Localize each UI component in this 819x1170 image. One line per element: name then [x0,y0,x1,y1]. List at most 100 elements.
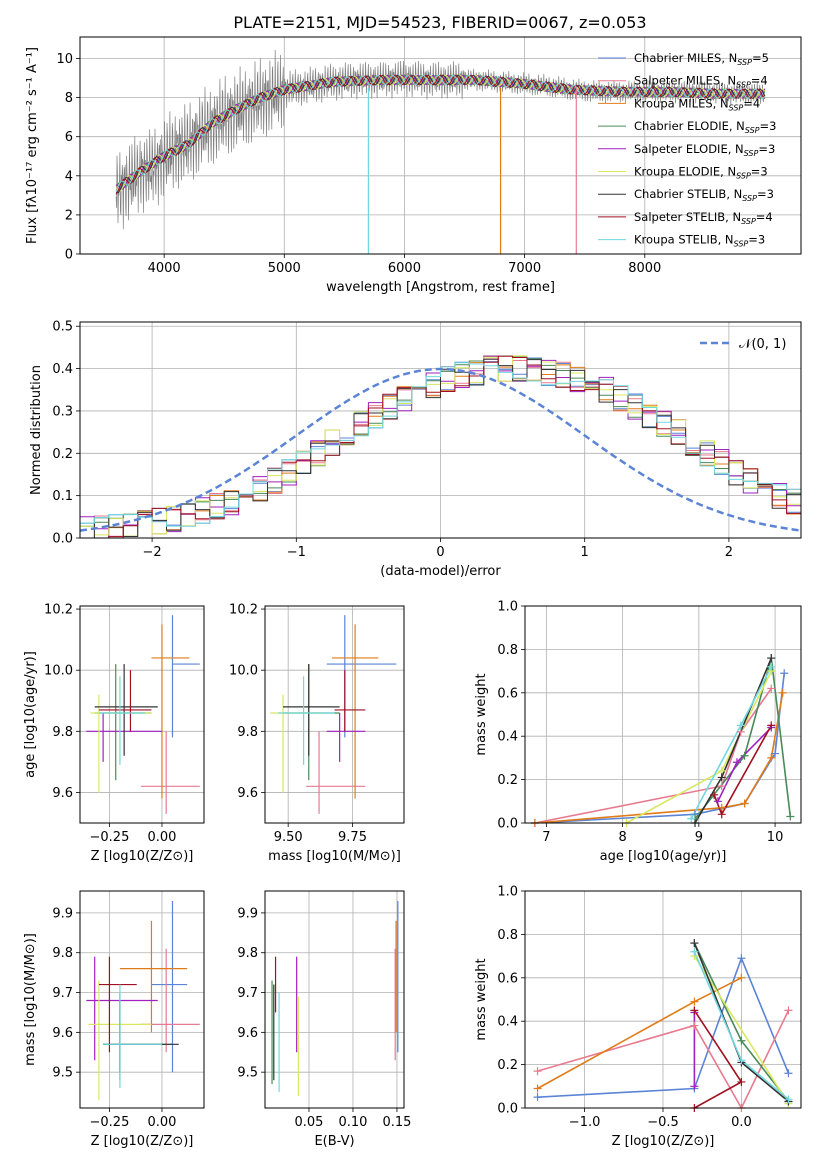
age_vs_Z-ytick-label: 10.2 [44,603,73,618]
weight_vs_age-marker [717,773,726,782]
spectrum-legend-label-7: Salpeter STELIB, NSSP=4 [634,210,773,226]
weight_vs_Z-marker [737,1056,746,1065]
weight_vs_age-ylabel: mass weight [474,673,489,755]
weight_vs_Z-frame [524,890,802,1109]
weight_vs_Z-series-5 [693,955,790,1105]
spectrum-xlabel: wavelength [Angstrom, rest frame] [326,280,555,295]
spectrum-legend-label-5: Kroupa ELODIE, NSSP=3 [634,165,768,181]
residual-hist-1 [80,358,801,538]
residual-hist-2 [80,356,801,538]
weight_vs_age-marker [786,812,795,821]
weight_vs_age-marker [732,758,741,767]
weight_vs_age-marker [778,688,787,697]
residual_hist-xtick-label: 1 [581,545,589,560]
weight_vs_Z-marker [533,1093,542,1102]
spectrum-legend-label-8: Kroupa STELIB, NSSP=3 [634,233,765,249]
spectrum-frame [79,36,802,255]
weight_vs_age-ytick-label: 1.0 [497,600,518,615]
model-spectrum-8 [115,74,766,192]
weight_vs_age-xtick-label: 7 [542,830,550,845]
weight_vs_Z-marker [784,1095,793,1104]
mass_vs_ebv-frame [264,890,405,1109]
age_vs_mass-plot-area [270,615,397,814]
weight_vs_age-marker [767,721,776,730]
spectrum-legend-label-2: Kroupa MILES, NSSP=4 [634,96,760,112]
weight_vs_Z-marker [690,1082,699,1091]
mass_vs_ebv-ytick-label: 9.5 [237,1066,258,1081]
residual-hist-8 [80,362,801,527]
spectrum-legend-label-0: Chabrier MILES, NSSP=5 [634,51,769,67]
weight_vs_Z-ytick-label: 0.4 [497,1015,518,1030]
spectrum-ytick-label: 0 [65,248,73,263]
mass_vs_ebv-xlabel: E(B-V) [314,1134,354,1149]
mass_vs_Z-ytick-label: 9.6 [52,1026,73,1041]
weight_vs_age-ytick-label: 0.0 [497,817,518,832]
spectrum-xtick-label: 4000 [148,261,181,276]
mass_vs_ebv-plot-area [271,900,399,1097]
weight_vs_age-marker [767,654,776,663]
weight_vs_age-xtick-label: 9 [695,830,703,845]
figure-title: PLATE=2151, MJD=54523, FIBERID=0067, z=0… [233,13,646,32]
mass_vs_Z-ytick-label: 9.7 [52,986,73,1001]
age_vs_mass-ytick-label: 9.8 [237,725,258,740]
residual-hist-5 [80,355,801,537]
weight_vs_age-marker [713,797,722,806]
weight_vs_Z-marker [690,947,699,956]
weight_vs_age-marker [767,684,776,693]
spectrum-xtick-label: 8000 [628,261,661,276]
spectrum-legend-label-1: Salpeter MILES, NSSP=4 [634,74,768,90]
model-spectrum-7 [115,74,766,195]
weight_vs_Z-xtick-label: 0.0 [731,1115,752,1130]
weight_vs_age-ytick-label: 0.6 [497,686,518,701]
weight_vs_age-ytick-label: 0.2 [497,773,518,788]
weight_vs_age-ytick-label: 0.4 [497,730,518,745]
age_vs_mass-xtick-label: 9.75 [338,830,367,845]
mass_vs_Z-ytick-label: 9.8 [52,946,73,961]
weight_vs_age-series-3 [694,657,792,820]
weight_vs_age-marker [767,662,776,671]
mass_vs_ebv-xtick-label: 0.05 [295,1115,324,1130]
weight_vs_Z-xlabel: Z [log10(Z/Z⊙)] [612,1134,715,1149]
age_vs_Z-ytick-label: 10.0 [44,664,73,679]
residual_hist-xtick-label: −1 [287,545,306,560]
spectrum-ytick-label: 10 [56,52,73,67]
mass_vs_Z-plot-area [86,900,200,1101]
residual_hist-ytick-label: 0.4 [52,362,73,377]
residual-hist-6 [80,358,801,538]
weight_vs_Z-marker [690,939,699,948]
residual_hist-ytick-label: 0.0 [52,532,73,547]
mass_vs_Z-ytick-label: 9.5 [52,1066,73,1081]
weight_vs_Z-ytick-label: 0.6 [497,971,518,986]
mass_vs_ebv-ytick-label: 9.9 [237,906,258,921]
residual_hist-xtick-label: 2 [725,545,733,560]
mass_vs_Z-ytick-label: 9.9 [52,906,73,921]
age_vs_Z-xtick-label: −0.25 [90,830,130,845]
age_vs_mass-ytick-label: 10.2 [229,603,258,618]
residual-hist-0 [80,357,801,538]
weight_vs_Z-marker [690,1021,699,1030]
mass_vs_ebv-ytick-label: 9.7 [237,986,258,1001]
age_vs_Z-ytick-label: 9.6 [52,786,73,801]
mass_vs_Z-xlabel: Z [log10(Z/Z⊙)] [91,1134,194,1149]
spectrum-ytick-label: 8 [65,91,73,106]
weight_vs_Z-xtick-label: −0.5 [647,1115,679,1130]
spectrum-xtick-label: 7000 [508,261,541,276]
weight_vs_age-marker [771,749,780,758]
weight_vs_age-marker [780,669,789,678]
gaussian-legend-label: 𝒩(0, 1) [739,337,786,352]
spectrum-xtick-label: 6000 [388,261,421,276]
mass_vs_Z-frame [79,890,205,1109]
age_vs_Z-ylabel: age [log10(age/yr)] [23,651,38,778]
weight_vs_age-ytick-label: 0.8 [497,643,518,658]
weight_vs_Z-marker [784,1006,793,1015]
weight_vs_age-series-1 [534,688,772,823]
weight_vs_Z-ytick-label: 1.0 [497,885,518,900]
weight_vs_Z-marker [737,1077,746,1086]
spectrum-plot-area [115,49,766,254]
weight_vs_Z-ytick-label: 0.8 [497,928,518,943]
residual_hist-plot-area [80,355,801,538]
mass_vs_ebv-xtick-label: 0.10 [338,1115,367,1130]
age_vs_mass-xtick-label: 9.50 [274,830,303,845]
weight_vs_Z-ylabel: mass weight [474,958,489,1040]
